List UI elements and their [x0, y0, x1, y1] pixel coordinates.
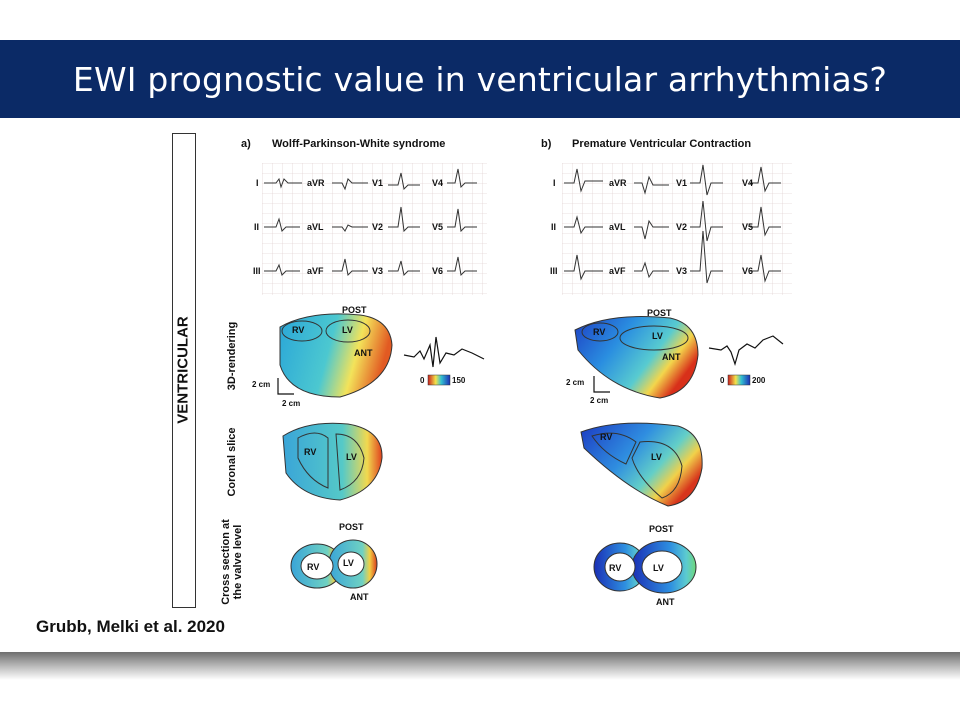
label-lv: LV	[651, 452, 662, 462]
row-label-coronal: Coronal slice	[226, 427, 238, 497]
label-ant: ANT	[656, 597, 675, 607]
slide-title-bar: EWI prognostic value in ventricular arrh…	[0, 40, 960, 118]
scale-label: 2 cm	[252, 380, 271, 389]
row-label-3d: 3D-rendering	[226, 321, 238, 391]
lead-label: II	[254, 222, 260, 232]
row-label-cross-section: Cross section at the valve level	[220, 519, 244, 605]
heart-3d-render-a	[279, 313, 393, 398]
label-post: POST	[649, 524, 674, 534]
lead-label: V5	[432, 222, 444, 232]
ecg-panel-a	[262, 163, 487, 295]
lead-label: V6	[742, 266, 754, 276]
label-rv: RV	[593, 327, 606, 337]
lead-label: aVL	[609, 222, 626, 232]
label-rv: RV	[304, 447, 317, 457]
lead-label: aVR	[307, 178, 325, 188]
lead-label: I	[553, 178, 556, 188]
label-rv: RV	[292, 325, 305, 335]
scale-bar-b	[593, 376, 610, 393]
label-lv: LV	[652, 331, 663, 341]
lead-label: III	[550, 266, 558, 276]
slide-title: EWI prognostic value in ventricular arrh…	[72, 59, 888, 99]
side-label-box	[172, 133, 196, 608]
lead-label: V1	[676, 178, 688, 188]
label-post: POST	[339, 522, 364, 532]
label-ant: ANT	[662, 352, 681, 362]
ecg-panel-b	[562, 163, 792, 295]
slide-bottom-shadow	[0, 652, 960, 680]
lead-label: aVF	[609, 266, 626, 276]
colorbar-a	[427, 374, 451, 386]
lead-label: V2	[372, 222, 384, 232]
lead-label: aVR	[609, 178, 627, 188]
lead-label: V2	[676, 222, 688, 232]
heart-coronal-a	[282, 422, 383, 501]
panel-b-title: Premature Ventricular Contraction	[572, 138, 752, 150]
label-rv: RV	[600, 432, 613, 442]
label-rv: RV	[307, 562, 320, 572]
scale-label: 2 cm	[282, 399, 301, 408]
lead-label: V5	[742, 222, 754, 232]
scale-bar-a	[277, 378, 294, 395]
label-lv: LV	[346, 452, 357, 462]
side-label: VENTRICULAR	[174, 316, 192, 424]
label-ant: ANT	[350, 592, 369, 602]
colorbar-b	[727, 374, 751, 386]
lead-label: III	[253, 266, 261, 276]
panel-a-letter: a)	[241, 138, 251, 150]
lead-label: V6	[432, 266, 444, 276]
lead-label: I	[256, 178, 259, 188]
lead-label: V4	[432, 178, 444, 188]
label-post: POST	[647, 308, 672, 318]
scale-label: 2 cm	[590, 396, 609, 405]
scale-label: 2 cm	[566, 378, 585, 387]
heart-cross-section-b	[593, 540, 697, 594]
lead-label: V3	[676, 266, 688, 276]
label-lv: LV	[343, 558, 354, 568]
heart-3d-render-b	[574, 316, 699, 399]
lead-label: V1	[372, 178, 384, 188]
label-post: POST	[342, 305, 367, 315]
lead-label: aVF	[307, 266, 324, 276]
ecg-trace-b	[708, 335, 784, 367]
panel-b-letter: b)	[541, 138, 552, 150]
heart-coronal-b	[580, 422, 703, 507]
colorbar-min-b: 0	[720, 376, 725, 385]
lead-label: V4	[742, 178, 754, 188]
lead-label: aVL	[307, 222, 324, 232]
label-lv: LV	[342, 325, 353, 335]
colorbar-max-b: 200	[752, 376, 766, 385]
lead-label: V3	[372, 266, 384, 276]
ecg-trace-a	[403, 336, 485, 368]
label-rv: RV	[609, 563, 622, 573]
citation: Grubb, Melki et al. 2020	[36, 617, 225, 636]
colorbar-min-a: 0	[420, 376, 425, 385]
panel-a-title: Wolff-Parkinson-White syndrome	[272, 138, 446, 150]
colorbar-max-a: 150	[452, 376, 466, 385]
lead-label: II	[551, 222, 557, 232]
heart-cross-section-a	[290, 539, 378, 589]
label-ant: ANT	[354, 348, 373, 358]
label-lv: LV	[653, 563, 664, 573]
